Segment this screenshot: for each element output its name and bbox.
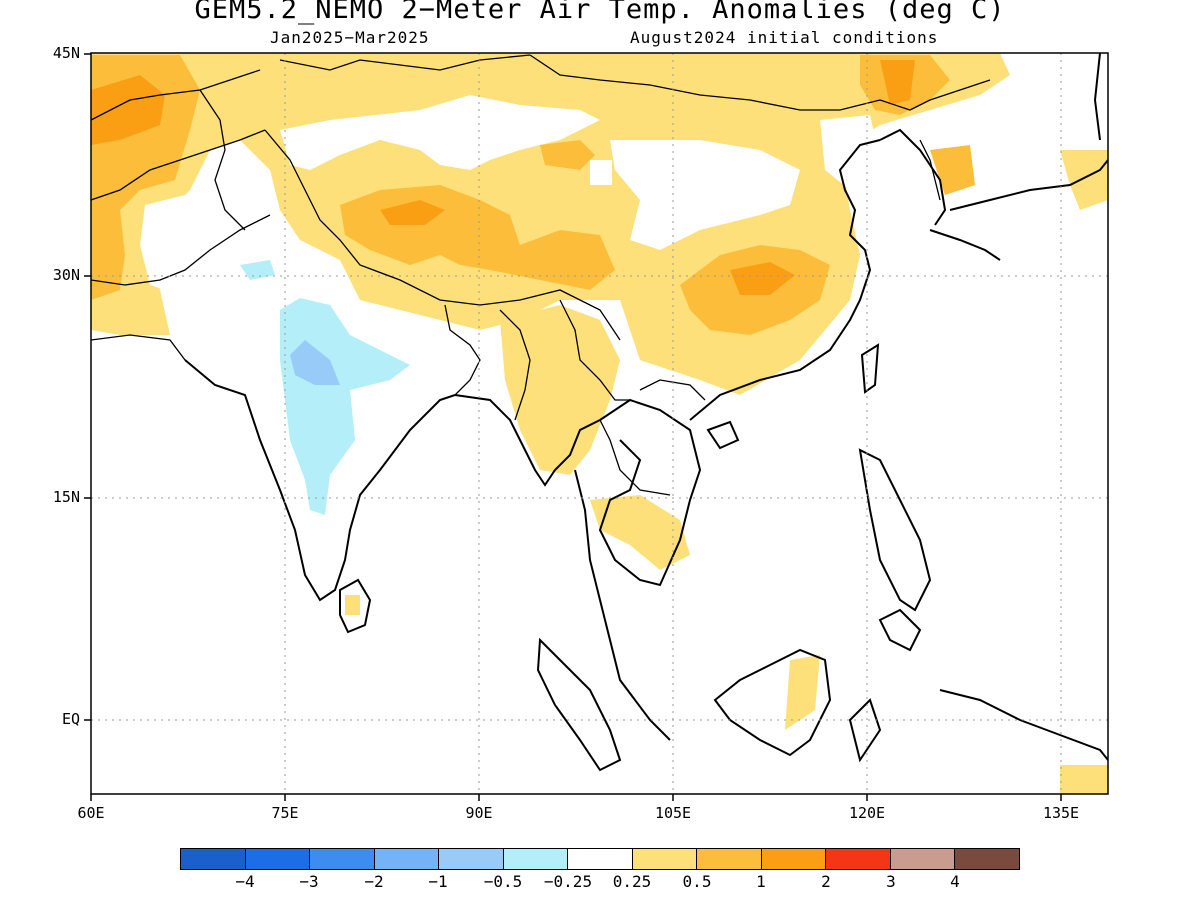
- border: [91, 334, 186, 361]
- colorbar-label: −3: [299, 872, 319, 891]
- colorbar-label: −2: [364, 872, 384, 891]
- border: [919, 139, 941, 201]
- colorbar: [180, 848, 1020, 870]
- colorbar-swatch: [890, 849, 956, 869]
- border: [91, 129, 266, 201]
- init-subtitle: August2024 initial conditions: [630, 28, 939, 47]
- border: [91, 69, 261, 121]
- colorbar-label: 3: [886, 872, 896, 891]
- lat-label: EQ: [61, 710, 80, 728]
- colorbar-label: 0.25: [612, 872, 652, 891]
- coastline: [1093, 53, 1101, 141]
- colorbar-label: 4: [950, 872, 960, 891]
- colorbar-label: −1: [428, 872, 448, 891]
- lon-label: 75E: [271, 804, 299, 822]
- colorbar-swatch: [181, 849, 246, 869]
- lon-label: 60E: [77, 804, 105, 822]
- anomaly-region: [880, 60, 915, 105]
- coastline: [713, 648, 832, 757]
- colorbar-label: −0.25: [543, 872, 593, 891]
- anomaly-region: [610, 140, 800, 250]
- colorbar-swatch: [245, 849, 311, 869]
- coastline: [454, 394, 601, 487]
- anomaly-region: [820, 115, 880, 190]
- colorbar-label: −0.5: [483, 872, 523, 891]
- anomaly-region: [540, 140, 595, 170]
- colorbar-swatch: [697, 849, 762, 869]
- colorbar-swatch: [826, 849, 891, 869]
- coastline: [706, 420, 740, 450]
- coastline: [858, 448, 932, 612]
- lon-label: 105E: [654, 804, 692, 822]
- colorbar-swatch: [632, 849, 698, 869]
- map-frame: [90, 52, 1109, 795]
- colorbar-swatch: [374, 849, 440, 869]
- anomaly-region: [500, 305, 620, 475]
- anomaly-region: [380, 200, 445, 225]
- border: [599, 419, 671, 496]
- border: [91, 214, 271, 286]
- lon-label: 135E: [1042, 804, 1080, 822]
- coastline: [339, 578, 372, 634]
- coastline: [878, 608, 922, 652]
- lat-label: 15N: [52, 488, 80, 506]
- border: [499, 309, 531, 421]
- coastline: [939, 689, 1108, 761]
- colorbar-swatch: [503, 849, 569, 869]
- border: [279, 54, 531, 71]
- anomaly-region: [290, 340, 340, 385]
- anomaly-region: [280, 95, 600, 170]
- anomaly-region: [91, 75, 165, 145]
- anomaly-region: [345, 595, 360, 615]
- border: [444, 304, 481, 396]
- coastline: [848, 698, 882, 763]
- coastline: [689, 139, 881, 421]
- lon-label: 120E: [848, 804, 886, 822]
- anomaly-region: [730, 262, 795, 295]
- anomaly-region: [785, 655, 820, 730]
- anomaly-region: [140, 195, 200, 290]
- colorbar-swatch: [439, 849, 504, 869]
- anomaly-region: [1060, 765, 1108, 794]
- colorbar-label: 2: [821, 872, 831, 891]
- coastline: [949, 159, 1108, 211]
- border: [529, 54, 881, 111]
- coastline: [929, 229, 1001, 261]
- colorbar-swatch: [761, 849, 827, 869]
- border: [639, 379, 706, 401]
- coastline: [879, 128, 947, 226]
- colorbar-swatch: [568, 849, 633, 869]
- colorbar-label: 0.5: [682, 872, 712, 891]
- anomaly-region: [590, 495, 690, 570]
- anomaly-region: [590, 160, 612, 185]
- border: [559, 299, 630, 401]
- lat-label: 30N: [52, 266, 80, 284]
- anomaly-region: [1060, 150, 1108, 210]
- coastline: [860, 343, 880, 394]
- coastline: [574, 469, 671, 741]
- chart-title: GEM5.2_NEMO 2−Meter Air Temp. Anomalies …: [194, 0, 1006, 25]
- lon-label: 90E: [465, 804, 493, 822]
- coastline: [184, 359, 456, 602]
- coastline: [598, 398, 702, 587]
- border: [199, 89, 246, 231]
- period-subtitle: Jan2025−Mar2025: [270, 28, 430, 47]
- anomaly-region: [240, 260, 275, 280]
- colorbar-label: 1: [756, 872, 766, 891]
- colorbar-swatch: [310, 849, 375, 869]
- border: [264, 129, 621, 341]
- border: [879, 79, 991, 111]
- lat-label: 45N: [52, 44, 80, 62]
- coastline: [536, 637, 622, 772]
- colorbar-label: −4: [235, 872, 255, 891]
- colorbar-swatch: [955, 849, 1019, 869]
